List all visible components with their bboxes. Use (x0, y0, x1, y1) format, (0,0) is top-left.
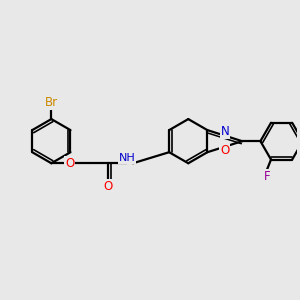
Text: N: N (220, 125, 229, 138)
Text: NH: NH (119, 153, 135, 163)
Text: Br: Br (45, 96, 58, 110)
Text: O: O (65, 157, 74, 170)
Text: O: O (103, 180, 112, 193)
Text: O: O (220, 144, 230, 157)
Text: F: F (264, 170, 271, 183)
